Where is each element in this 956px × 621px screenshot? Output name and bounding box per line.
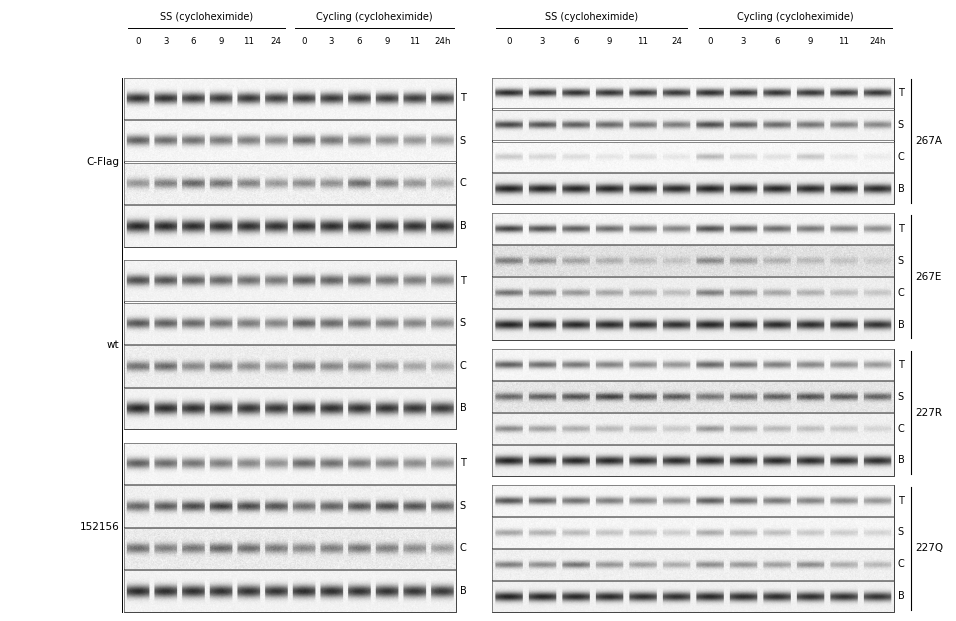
Bar <box>124 78 456 247</box>
Text: T: T <box>460 93 466 103</box>
Text: T: T <box>898 496 903 505</box>
Text: S: S <box>460 319 466 329</box>
Text: C: C <box>460 361 467 371</box>
Text: 3: 3 <box>163 37 168 46</box>
Text: 11: 11 <box>243 37 254 46</box>
Text: T: T <box>898 224 903 234</box>
Text: S: S <box>898 120 903 130</box>
Text: Cycling (cycloheximide): Cycling (cycloheximide) <box>737 12 854 22</box>
Text: B: B <box>898 320 904 330</box>
Text: 6: 6 <box>574 37 578 46</box>
Text: 9: 9 <box>808 37 813 46</box>
Text: T: T <box>898 88 903 98</box>
Text: 6: 6 <box>357 37 362 46</box>
Text: 267E: 267E <box>915 272 942 282</box>
Text: 9: 9 <box>607 37 612 46</box>
Text: B: B <box>460 586 467 596</box>
Text: 11: 11 <box>838 37 849 46</box>
Text: 267A: 267A <box>915 136 942 146</box>
Text: B: B <box>898 184 904 194</box>
Text: 0: 0 <box>707 37 712 46</box>
Text: T: T <box>460 458 466 468</box>
Text: 11: 11 <box>638 37 648 46</box>
Bar <box>124 443 456 612</box>
Text: C: C <box>898 288 904 297</box>
Text: T: T <box>460 276 466 286</box>
Text: 152156: 152156 <box>79 522 120 532</box>
Text: 0: 0 <box>507 37 511 46</box>
Bar <box>492 214 894 340</box>
Text: wt: wt <box>107 340 120 350</box>
Text: 6: 6 <box>774 37 779 46</box>
Text: S: S <box>898 256 903 266</box>
Text: 24: 24 <box>271 37 282 46</box>
Bar <box>492 485 894 612</box>
Text: C: C <box>460 178 467 188</box>
Text: 24h: 24h <box>434 37 450 46</box>
Text: SS (cycloheximide): SS (cycloheximide) <box>160 12 253 22</box>
Text: S: S <box>460 136 466 146</box>
Text: 0: 0 <box>136 37 141 46</box>
Text: B: B <box>898 591 904 601</box>
Text: C-Flag: C-Flag <box>86 157 120 167</box>
Text: 227Q: 227Q <box>915 543 943 553</box>
Text: 9: 9 <box>384 37 390 46</box>
Text: 227R: 227R <box>915 407 942 417</box>
Text: 3: 3 <box>540 37 545 46</box>
Text: 6: 6 <box>190 37 196 46</box>
Text: 11: 11 <box>409 37 420 46</box>
Text: B: B <box>898 455 904 466</box>
Text: S: S <box>898 392 903 402</box>
Text: C: C <box>898 152 904 162</box>
Text: 9: 9 <box>218 37 224 46</box>
Bar <box>492 78 894 204</box>
Text: S: S <box>898 527 903 537</box>
Text: Cycling (cycloheximide): Cycling (cycloheximide) <box>316 12 433 22</box>
Text: B: B <box>460 404 467 414</box>
Text: 24h: 24h <box>869 37 885 46</box>
Text: C: C <box>898 424 904 433</box>
Text: B: B <box>460 221 467 231</box>
Text: C: C <box>460 543 467 553</box>
Text: 0: 0 <box>301 37 307 46</box>
Text: SS (cycloheximide): SS (cycloheximide) <box>545 12 639 22</box>
Text: S: S <box>460 501 466 511</box>
Bar <box>492 349 894 476</box>
Text: 3: 3 <box>329 37 335 46</box>
Text: C: C <box>898 560 904 569</box>
Text: 24: 24 <box>671 37 682 46</box>
Text: 3: 3 <box>741 37 746 46</box>
Bar <box>124 260 456 429</box>
Text: T: T <box>898 360 903 369</box>
